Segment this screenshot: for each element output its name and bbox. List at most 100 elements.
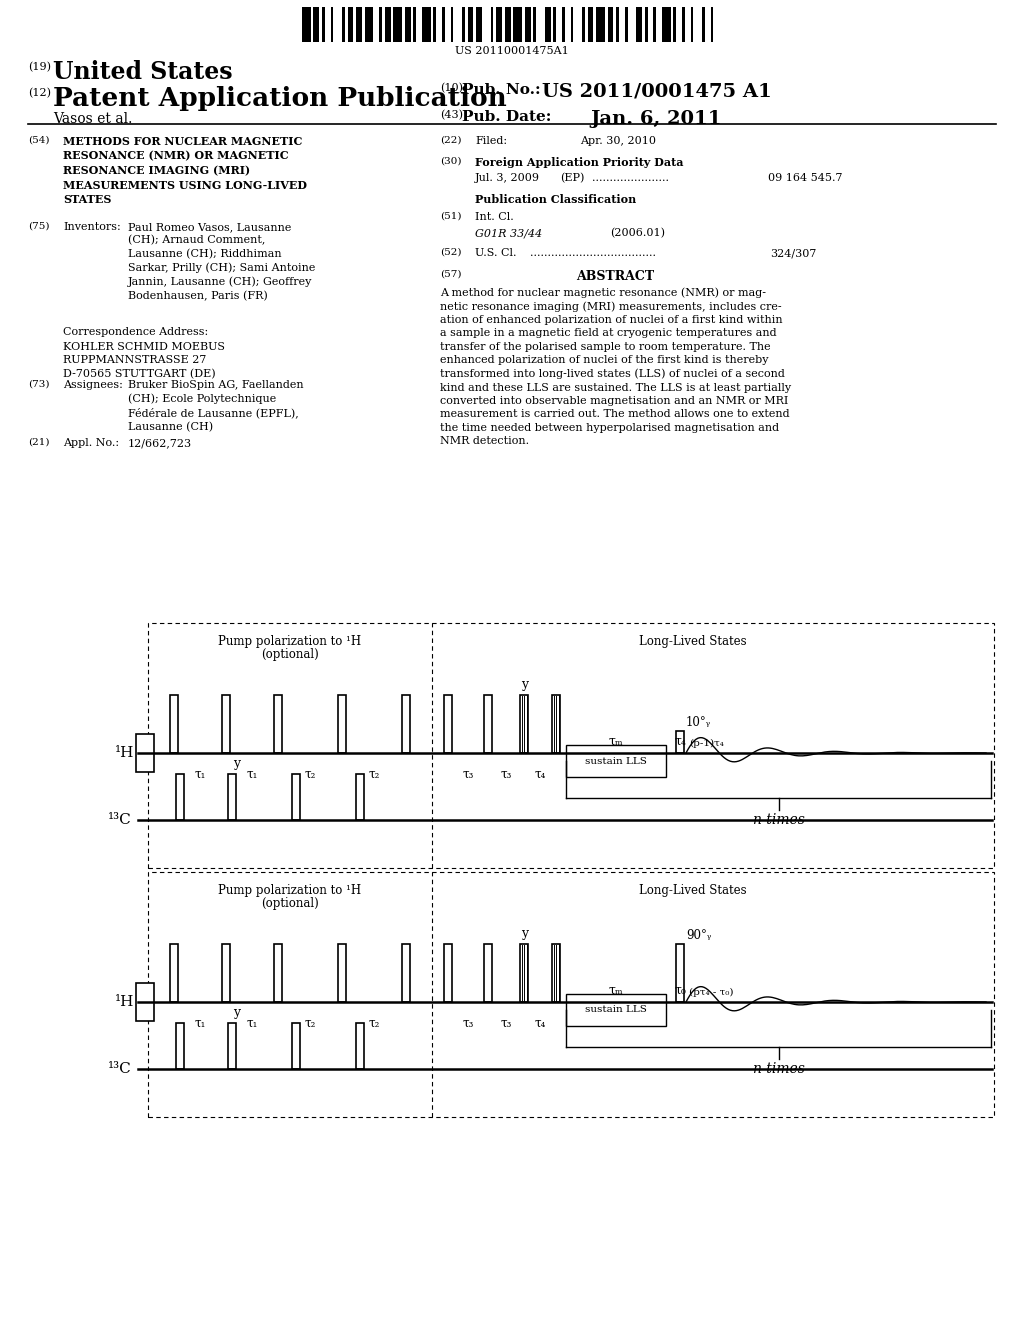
Text: τ₁: τ₁ <box>247 1016 258 1030</box>
Bar <box>274 944 282 1002</box>
Bar <box>338 944 346 1002</box>
Bar <box>444 944 452 1002</box>
Text: ¹³C: ¹³C <box>109 1063 132 1076</box>
Bar <box>566 744 666 777</box>
Bar <box>338 696 346 752</box>
Text: Vasos et al.: Vasos et al. <box>53 112 132 125</box>
Text: Pump polarization to ¹H: Pump polarization to ¹H <box>218 635 361 648</box>
Bar <box>393 7 402 42</box>
Text: y: y <box>521 678 528 690</box>
Text: G01R 33/44: G01R 33/44 <box>475 228 543 238</box>
Bar <box>625 7 628 42</box>
Text: n times: n times <box>753 813 805 828</box>
Text: Foreign Application Priority Data: Foreign Application Priority Data <box>475 157 683 168</box>
Bar <box>711 7 714 42</box>
Text: ¹H: ¹H <box>115 995 134 1008</box>
Text: 324/307: 324/307 <box>770 248 816 257</box>
Bar <box>170 696 178 752</box>
Bar <box>462 7 465 42</box>
Text: (optional): (optional) <box>261 898 318 909</box>
Text: Long-Lived States: Long-Lived States <box>639 635 746 648</box>
Bar <box>674 7 676 42</box>
Bar <box>433 7 436 42</box>
Text: (57): (57) <box>440 271 462 279</box>
Text: Pump polarization to ¹H: Pump polarization to ¹H <box>218 884 361 898</box>
Text: n times: n times <box>753 1063 805 1076</box>
Text: (optional): (optional) <box>261 648 318 661</box>
Text: (10): (10) <box>440 83 463 94</box>
Bar <box>402 696 410 752</box>
Text: (2006.01): (2006.01) <box>610 228 665 239</box>
Text: Pub. Date:: Pub. Date: <box>462 110 551 124</box>
Text: US 20110001475A1: US 20110001475A1 <box>455 46 569 55</box>
Text: (21): (21) <box>28 438 49 447</box>
Bar <box>136 983 154 1020</box>
Bar <box>176 774 184 820</box>
Text: τ₃: τ₃ <box>462 768 474 781</box>
Bar <box>442 7 444 42</box>
Bar <box>690 7 693 42</box>
Text: τₘ: τₘ <box>608 735 624 748</box>
Bar <box>228 774 236 820</box>
Bar <box>331 7 334 42</box>
Bar <box>553 7 556 42</box>
Bar <box>356 7 362 42</box>
Bar <box>645 7 648 42</box>
Bar <box>682 7 685 42</box>
Bar <box>552 696 560 752</box>
Bar <box>545 7 551 42</box>
Text: 09 164 545.7: 09 164 545.7 <box>768 173 843 183</box>
Text: (12): (12) <box>28 88 51 98</box>
Bar <box>322 7 325 42</box>
Bar <box>490 7 494 42</box>
Text: US 2011/0001475 A1: US 2011/0001475 A1 <box>542 83 772 102</box>
Text: U.S. Cl.: U.S. Cl. <box>475 248 516 257</box>
Bar <box>402 944 410 1002</box>
Bar <box>170 944 178 1002</box>
Bar <box>136 734 154 772</box>
Bar <box>348 7 353 42</box>
Bar <box>520 944 528 1002</box>
Text: τ₁: τ₁ <box>195 768 206 781</box>
Text: (19): (19) <box>28 62 51 73</box>
Text: United States: United States <box>53 59 232 84</box>
Bar <box>653 7 656 42</box>
Bar <box>356 774 364 820</box>
Bar <box>534 7 537 42</box>
Bar <box>476 7 482 42</box>
Bar <box>552 944 560 1002</box>
Text: τ₁: τ₁ <box>247 768 258 781</box>
Bar <box>484 696 492 752</box>
Bar <box>451 7 454 42</box>
Bar <box>566 994 666 1026</box>
Text: (75): (75) <box>28 222 49 231</box>
Bar <box>676 731 684 752</box>
Bar <box>148 623 994 869</box>
Bar <box>468 7 473 42</box>
Text: (51): (51) <box>440 213 462 220</box>
Text: Patent Application Publication: Patent Application Publication <box>53 86 507 111</box>
Text: y: y <box>233 756 241 770</box>
Bar <box>520 696 528 752</box>
Bar <box>365 7 374 42</box>
Bar <box>385 7 390 42</box>
Text: Publication Classification: Publication Classification <box>475 194 636 205</box>
Text: Apr. 30, 2010: Apr. 30, 2010 <box>580 136 656 147</box>
Text: τ₁: τ₁ <box>195 1016 206 1030</box>
Bar <box>588 7 594 42</box>
Text: Inventors:: Inventors: <box>63 222 121 232</box>
Bar <box>404 7 411 42</box>
Text: τ₂: τ₂ <box>304 1016 315 1030</box>
Text: 90°ᵧ: 90°ᵧ <box>686 929 712 942</box>
Text: τₘ: τₘ <box>608 983 624 997</box>
Bar <box>302 7 310 42</box>
Text: KOHLER SCHMID MOEBUS
RUPPMANNSTRASSE 27
D-70565 STUTTGART (DE): KOHLER SCHMID MOEBUS RUPPMANNSTRASSE 27 … <box>63 342 225 379</box>
Bar <box>570 7 573 42</box>
Bar <box>676 944 684 1002</box>
Bar <box>562 7 565 42</box>
Bar <box>342 7 345 42</box>
Text: ¹H: ¹H <box>115 746 134 760</box>
Text: τ₂: τ₂ <box>369 768 380 781</box>
Text: (73): (73) <box>28 380 49 389</box>
Text: (22): (22) <box>440 136 462 145</box>
